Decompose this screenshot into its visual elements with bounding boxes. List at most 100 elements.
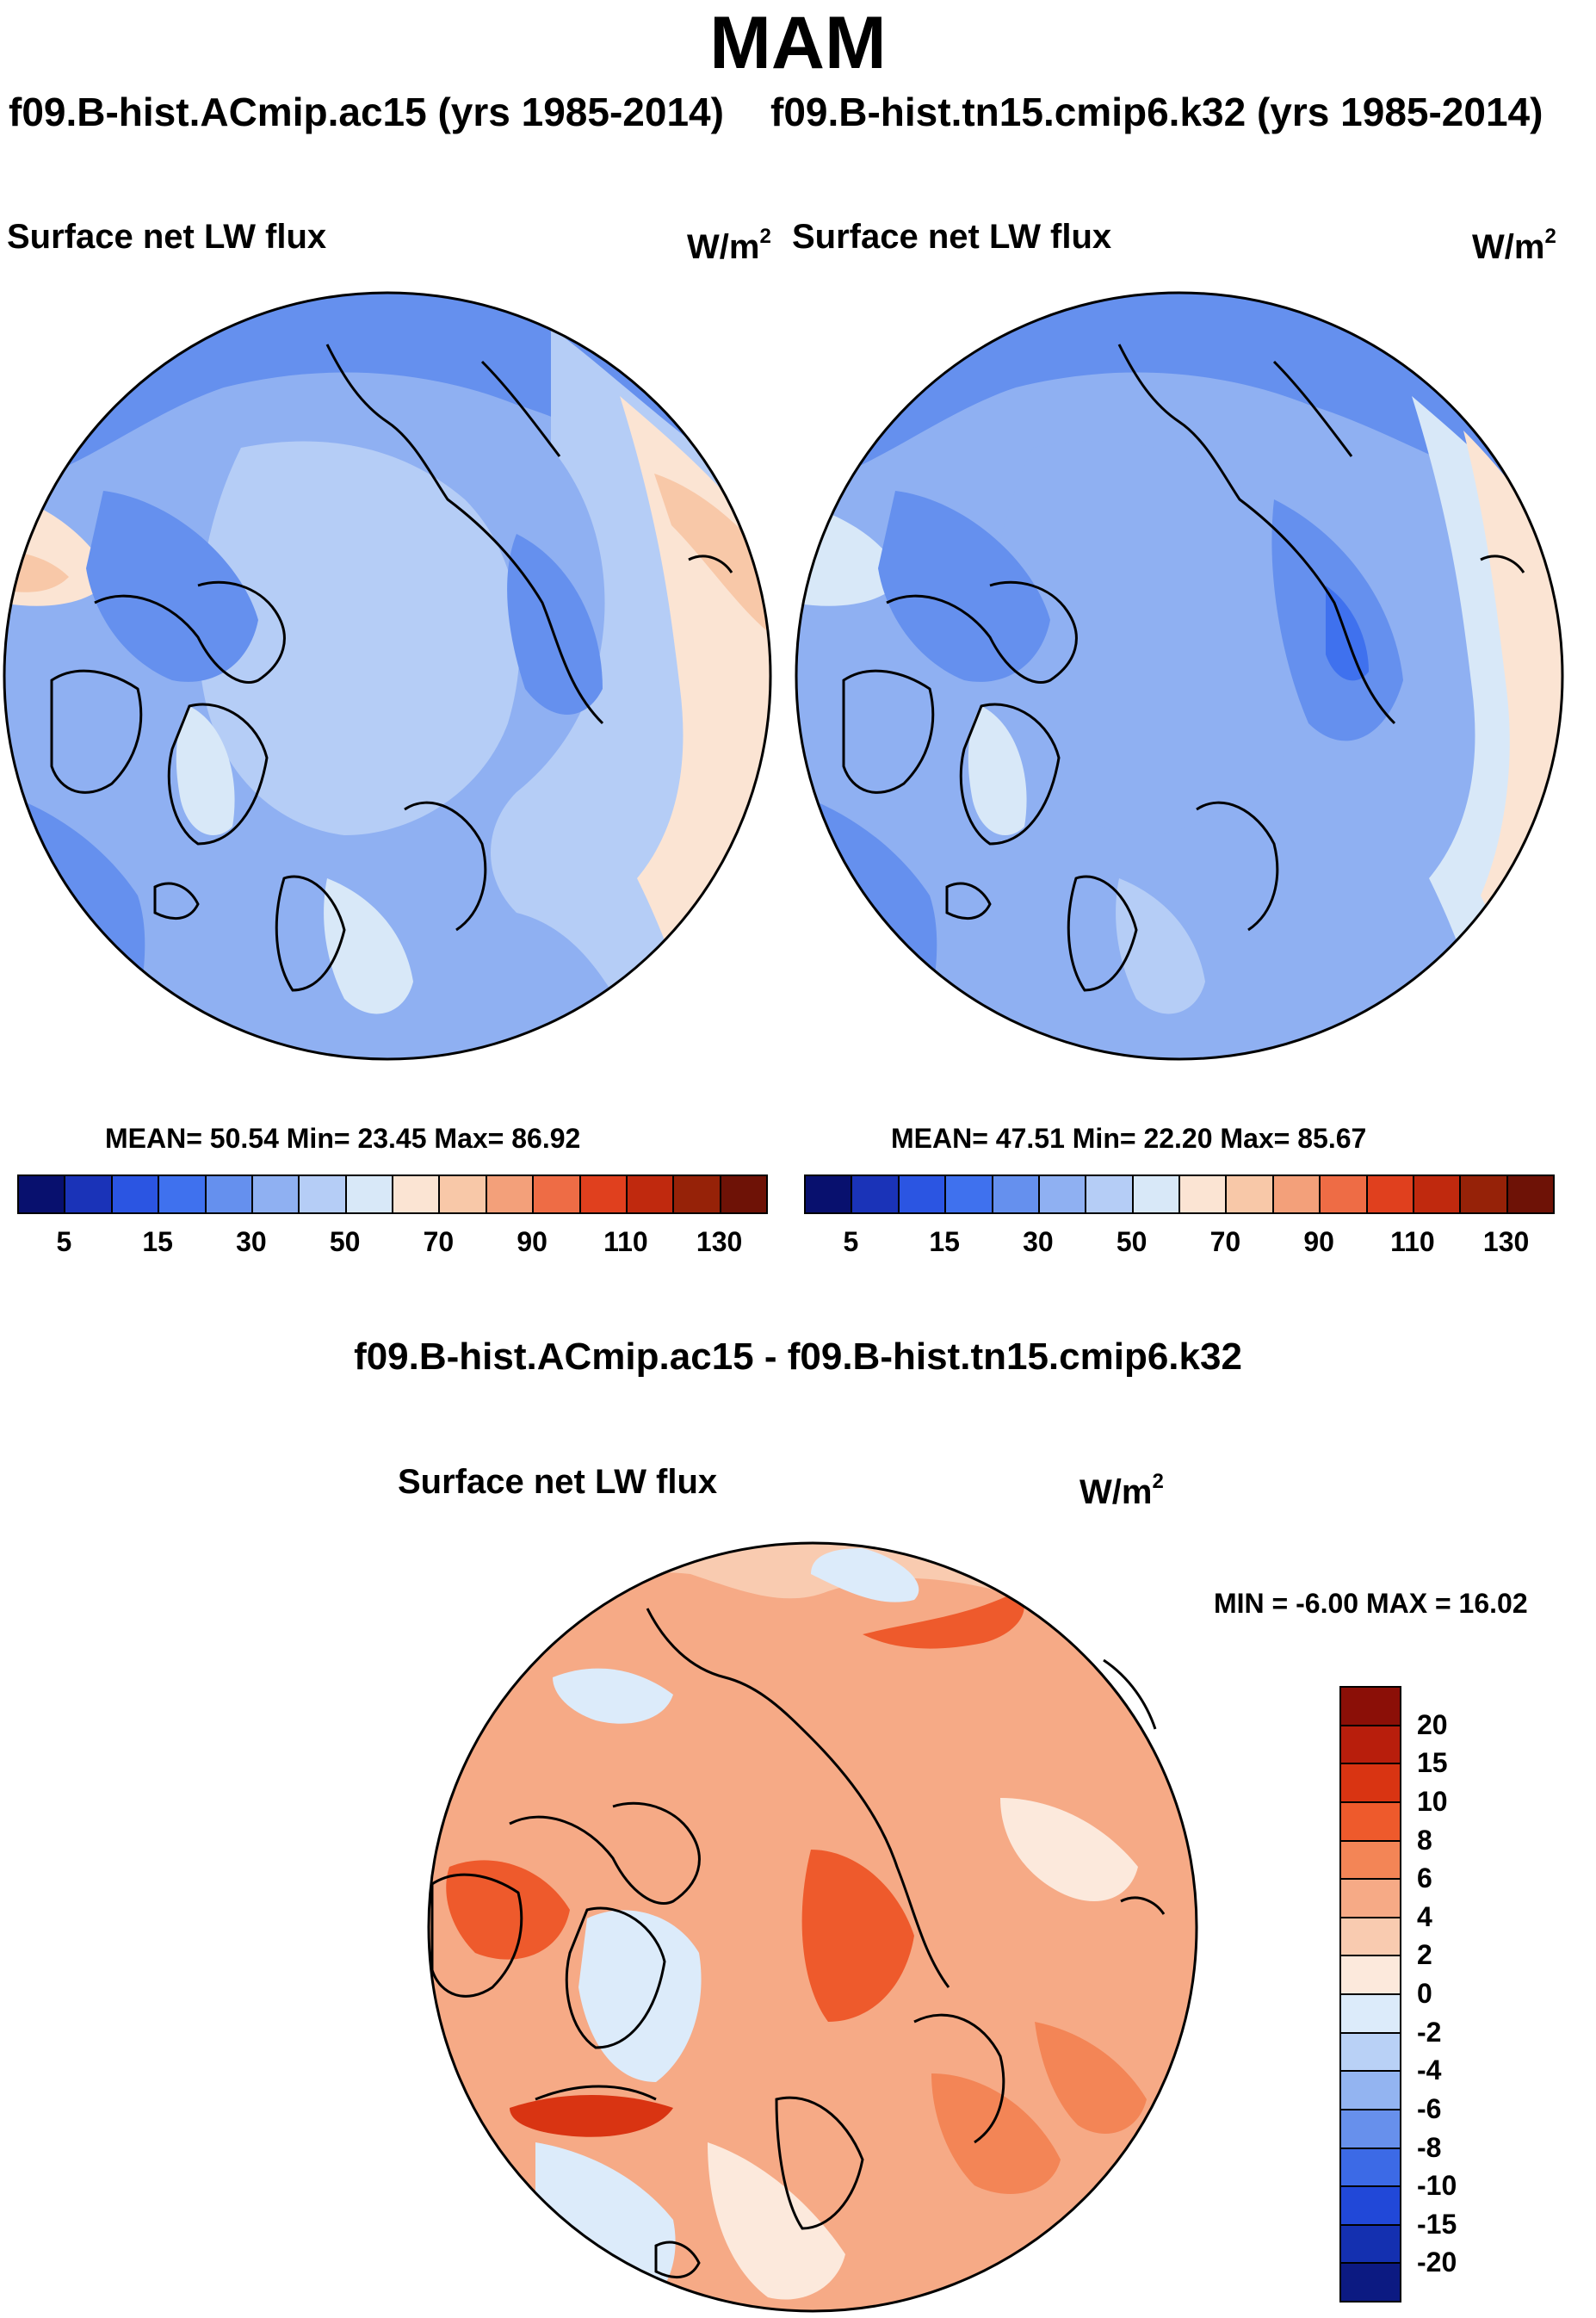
diff-field-greenland-blue bbox=[578, 1910, 702, 2082]
colorbar-swatch bbox=[298, 1174, 347, 1214]
colorbar-swatch bbox=[344, 1174, 393, 1214]
colorbar-tick-label: 5 bbox=[56, 1226, 72, 1257]
colorbar-swatch bbox=[532, 1174, 581, 1214]
colorbar-swatch bbox=[392, 1174, 441, 1214]
diff-map-border bbox=[427, 1541, 1198, 2313]
colorbar-swatch bbox=[64, 1174, 113, 1214]
colorbar-swatch bbox=[1339, 1800, 1401, 1842]
panel-2-stats: MEAN= 47.51 Min= 22.20 Max= 85.67 bbox=[891, 1123, 1367, 1154]
colorbar-tick-label: -6 bbox=[1417, 2092, 1442, 2124]
panel-2-run-title: f09.B-hist.tn15.cmip6.k32 (yrs 1985-2014… bbox=[770, 90, 1543, 134]
panel-2-variable-label: Surface net LW flux bbox=[792, 218, 1112, 256]
colorbar-tick-label: 90 bbox=[1303, 1226, 1334, 1257]
diff-units-base: W/m bbox=[1079, 1473, 1153, 1511]
colorbar-tick-label: 15 bbox=[142, 1226, 173, 1257]
diff-field-red-patch-west bbox=[446, 1860, 570, 1960]
colorbar-swatch bbox=[944, 1174, 993, 1214]
diff-units-sup: 2 bbox=[1152, 1470, 1164, 1493]
colorbar-swatch bbox=[1037, 1174, 1087, 1214]
panel-1-units-label: W/m2 bbox=[687, 215, 771, 269]
diff-map bbox=[427, 1541, 1198, 2313]
colorbar-swatch bbox=[1178, 1174, 1228, 1214]
panel-2-units-base: W/m bbox=[1472, 228, 1545, 266]
colorbar-swatch bbox=[1319, 1174, 1368, 1214]
colorbar-swatch bbox=[804, 1174, 853, 1214]
panel-1-field-siberia bbox=[507, 534, 603, 715]
panel-1-field-warm-patch-2 bbox=[654, 474, 770, 637]
panel-1-map bbox=[3, 291, 772, 1061]
colorbar-swatch bbox=[158, 1174, 207, 1214]
colorbar-swatch bbox=[1365, 1174, 1414, 1214]
colorbar-swatch bbox=[1339, 2031, 1401, 2073]
colorbar-tick-label: 50 bbox=[1116, 1226, 1148, 1257]
colorbar-tick-label: 4 bbox=[1417, 1900, 1432, 1932]
main-title: MAM bbox=[709, 2, 887, 84]
panel-2-units-sup: 2 bbox=[1544, 225, 1556, 248]
panel-1-variable-label: Surface net LW flux bbox=[7, 218, 327, 256]
panel-2-map bbox=[795, 291, 1564, 1061]
panel-2-field-archipelago bbox=[878, 491, 1050, 682]
colorbar-swatch bbox=[1271, 1174, 1321, 1214]
panel-1-run-title: f09.B-hist.ACmip.ac15 (yrs 1985-2014) bbox=[9, 90, 724, 134]
colorbar-swatch bbox=[672, 1174, 721, 1214]
colorbar-tick-label: 0 bbox=[1417, 1978, 1432, 2009]
colorbar-swatch bbox=[1339, 2223, 1401, 2265]
colorbar-swatch bbox=[991, 1174, 1040, 1214]
colorbar-tick-label: 130 bbox=[1482, 1226, 1530, 1257]
diff-coastlines bbox=[430, 1608, 1166, 2279]
diff-minmax: MIN = -6.00 MAX = 16.02 bbox=[1214, 1588, 1528, 1619]
colorbar-tick-label: -8 bbox=[1417, 2131, 1442, 2163]
colorbar-swatch bbox=[251, 1174, 300, 1214]
colorbar-swatch bbox=[1339, 1686, 1401, 1726]
colorbar-tick-label: -2 bbox=[1417, 2016, 1442, 2048]
colorbar-swatch bbox=[1085, 1174, 1134, 1214]
panel-1-field-archipelago bbox=[86, 491, 258, 682]
colorbar-swatch bbox=[1339, 2262, 1401, 2303]
colorbar-swatch bbox=[1412, 1174, 1462, 1214]
colorbar-swatch bbox=[578, 1174, 628, 1214]
panel-1-map-border bbox=[3, 291, 772, 1061]
colorbar-swatch bbox=[1459, 1174, 1508, 1214]
colorbar-tick-label: -10 bbox=[1417, 2170, 1457, 2202]
colorbar-swatch bbox=[1339, 1724, 1401, 1765]
colorbar-swatch bbox=[719, 1174, 768, 1214]
panel-2-field-europe bbox=[1116, 878, 1205, 1014]
colorbar-tick-label: 2 bbox=[1417, 1939, 1432, 1971]
diff-field-blue-patch-nw bbox=[553, 1668, 673, 1724]
colorbar-swatch bbox=[1339, 1993, 1401, 2034]
colorbar-tick-label: -15 bbox=[1417, 2208, 1457, 2240]
diff-field-red-patch-siberia bbox=[801, 1850, 914, 2022]
panel-1-stats: MEAN= 50.54 Min= 23.45 Max= 86.92 bbox=[105, 1123, 581, 1154]
colorbar-tick-label: 15 bbox=[1417, 1747, 1448, 1779]
colorbar-swatch bbox=[1225, 1174, 1274, 1214]
colorbar-tick-label: 5 bbox=[843, 1226, 859, 1257]
colorbar-tick-label: -4 bbox=[1417, 2055, 1442, 2086]
diff-colorbar bbox=[1339, 1686, 1401, 2303]
colorbar-tick-label: 70 bbox=[1209, 1226, 1241, 1257]
colorbar-swatch bbox=[1339, 1763, 1401, 1803]
panel-1-units-base: W/m bbox=[687, 228, 760, 266]
diff-field-europe-light bbox=[708, 2142, 845, 2300]
colorbar-swatch bbox=[1339, 2185, 1401, 2226]
colorbar-tick-label: 110 bbox=[1390, 1226, 1435, 1257]
colorbar-swatch bbox=[897, 1174, 947, 1214]
colorbar-swatch bbox=[17, 1174, 66, 1214]
colorbar-tick-label: 30 bbox=[236, 1226, 267, 1257]
colorbar-swatch bbox=[1339, 1916, 1401, 1957]
diff-field-red-band-north bbox=[863, 1591, 1024, 1649]
colorbar-swatch bbox=[1339, 2108, 1401, 2149]
panel-1-coastlines bbox=[50, 344, 733, 992]
diff-variable-label: Surface net LW flux bbox=[398, 1463, 718, 1501]
panel-2-colorbar bbox=[804, 1174, 1555, 1214]
colorbar-swatch bbox=[1339, 1839, 1401, 1881]
colorbar-swatch bbox=[625, 1174, 675, 1214]
colorbar-tick-label: 130 bbox=[696, 1226, 743, 1257]
diff-field-red-patch-east bbox=[1035, 2022, 1147, 2134]
colorbar-swatch bbox=[204, 1174, 253, 1214]
colorbar-tick-label: 110 bbox=[603, 1226, 648, 1257]
colorbar-swatch bbox=[110, 1174, 160, 1214]
colorbar-tick-label: 20 bbox=[1417, 1708, 1448, 1740]
diff-field-red-band-south bbox=[510, 2095, 673, 2137]
panel-2-field-arctic-ocean bbox=[990, 441, 1312, 835]
colorbar-swatch bbox=[851, 1174, 900, 1214]
